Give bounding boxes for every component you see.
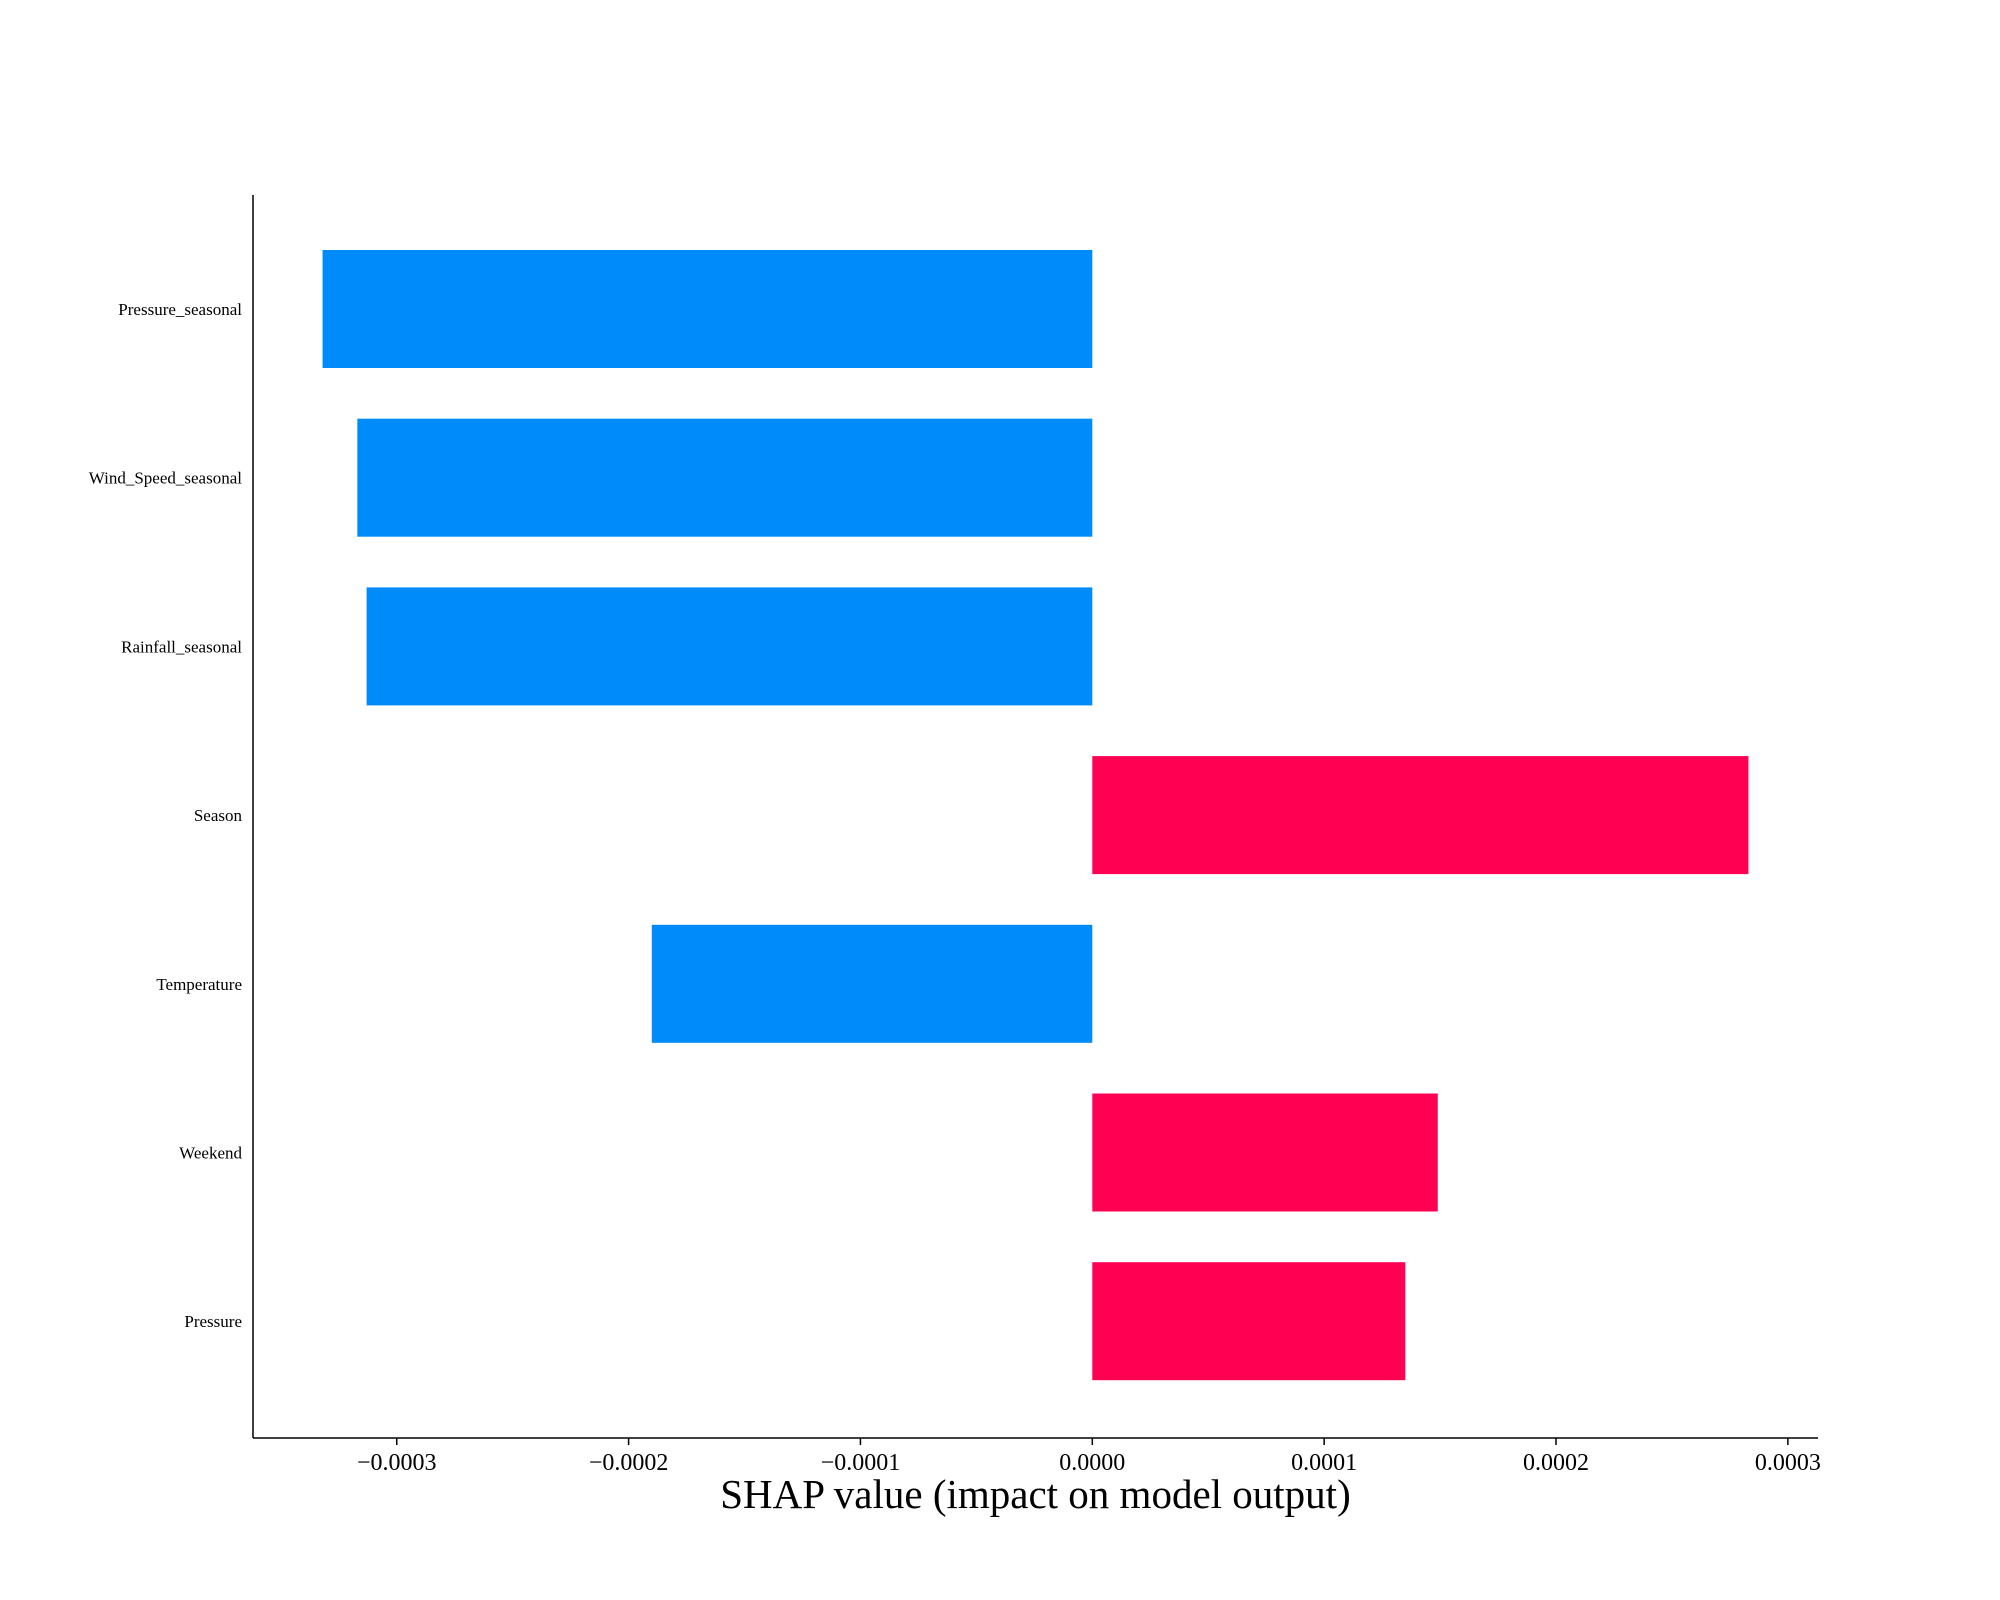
bars-group (322, 250, 1749, 1381)
x-tick-label: −0.0001 (821, 1450, 901, 1476)
y-tick-label: Wind_Speed_seasonal (89, 469, 243, 488)
y-tick-label: Rainfall_seasonal (121, 637, 242, 656)
bar-wind-speed-seasonal (357, 418, 1093, 537)
x-axis-label: SHAP value (impact on model output) (720, 1471, 1350, 1517)
bar-pressure-seasonal (322, 250, 1093, 368)
bar-rainfall-seasonal (366, 587, 1093, 706)
y-tick-label: Temperature (156, 975, 242, 994)
x-tick-label: −0.0003 (357, 1450, 437, 1476)
x-tick-label: 0.0000 (1059, 1450, 1125, 1476)
y-tick-label: Pressure_seasonal (118, 300, 242, 319)
bar-season (1092, 756, 1749, 875)
y-tick-label: Weekend (179, 1144, 242, 1163)
y-tick-label: Pressure (184, 1312, 242, 1331)
x-ticks: −0.0003 −0.0002 −0.0001 0.0000 0.0001 0.0002 0… (357, 1438, 1821, 1476)
x-tick-label: 0.0003 (1755, 1450, 1821, 1476)
y-tick-label: Season (194, 806, 243, 825)
x-tick-label: −0.0002 (589, 1450, 669, 1476)
x-tick-label: 0.0001 (1291, 1450, 1357, 1476)
bar-pressure (1092, 1262, 1406, 1381)
bar-temperature (651, 924, 1093, 1043)
y-tick-labels: Pressure_seasonal Wind_Speed_seasonal Rain… (89, 300, 243, 1331)
x-tick-label: 0.0002 (1523, 1450, 1589, 1476)
bar-weekend (1092, 1093, 1438, 1212)
